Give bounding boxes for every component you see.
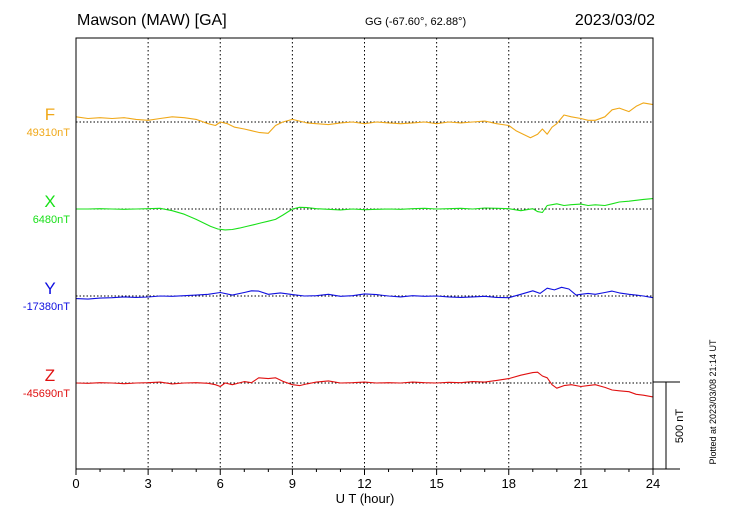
- x-tick-label: 12: [357, 476, 371, 491]
- date-label: 2023/03/02: [575, 12, 655, 29]
- x-tick-label: 9: [289, 476, 296, 491]
- series-baseline-f: 49310nT: [27, 127, 71, 139]
- series-line-f: [75, 102, 654, 139]
- plot-frame: [75, 37, 654, 470]
- series-labels: F 49310nT X 6480nT Y -17380nT Z -45690nT: [23, 105, 70, 400]
- x-tick-label: 3: [145, 476, 152, 491]
- x-axis-ticks: 0 3 6 9 12 15 18 21 24: [72, 469, 660, 491]
- series-baseline-z: -45690nT: [23, 388, 70, 400]
- series-baseline-y: -17380nT: [23, 301, 70, 313]
- series-line-y: [75, 286, 654, 300]
- station-title: Mawson (MAW) [GA]: [77, 12, 227, 29]
- x-axis-label: U T (hour): [336, 491, 395, 506]
- series-name-x: X: [44, 192, 55, 211]
- series-line-x: [76, 198, 654, 231]
- series-baseline-x: 6480nT: [33, 214, 71, 226]
- series-lines: [75, 102, 654, 398]
- series-line-z: [75, 371, 654, 398]
- x-tick-label: 21: [574, 476, 588, 491]
- x-tick-label: 0: [72, 476, 79, 491]
- plotted-at-note: Plotted at 2023/03/08 21:14 UT: [708, 339, 718, 465]
- scale-bar: 500 nT: [653, 381, 686, 470]
- series-name-z: Z: [45, 366, 55, 385]
- series-name-f: F: [45, 105, 55, 124]
- series-name-y: Y: [44, 279, 55, 298]
- x-tick-label: 18: [502, 476, 516, 491]
- x-tick-label: 15: [429, 476, 443, 491]
- coordinates-label: GG (-67.60°, 62.88°): [365, 16, 466, 28]
- x-tick-label: 6: [217, 476, 224, 491]
- x-tick-label: 24: [646, 476, 660, 491]
- plot-grid: [76, 38, 653, 469]
- scale-bar-label: 500 nT: [674, 409, 686, 444]
